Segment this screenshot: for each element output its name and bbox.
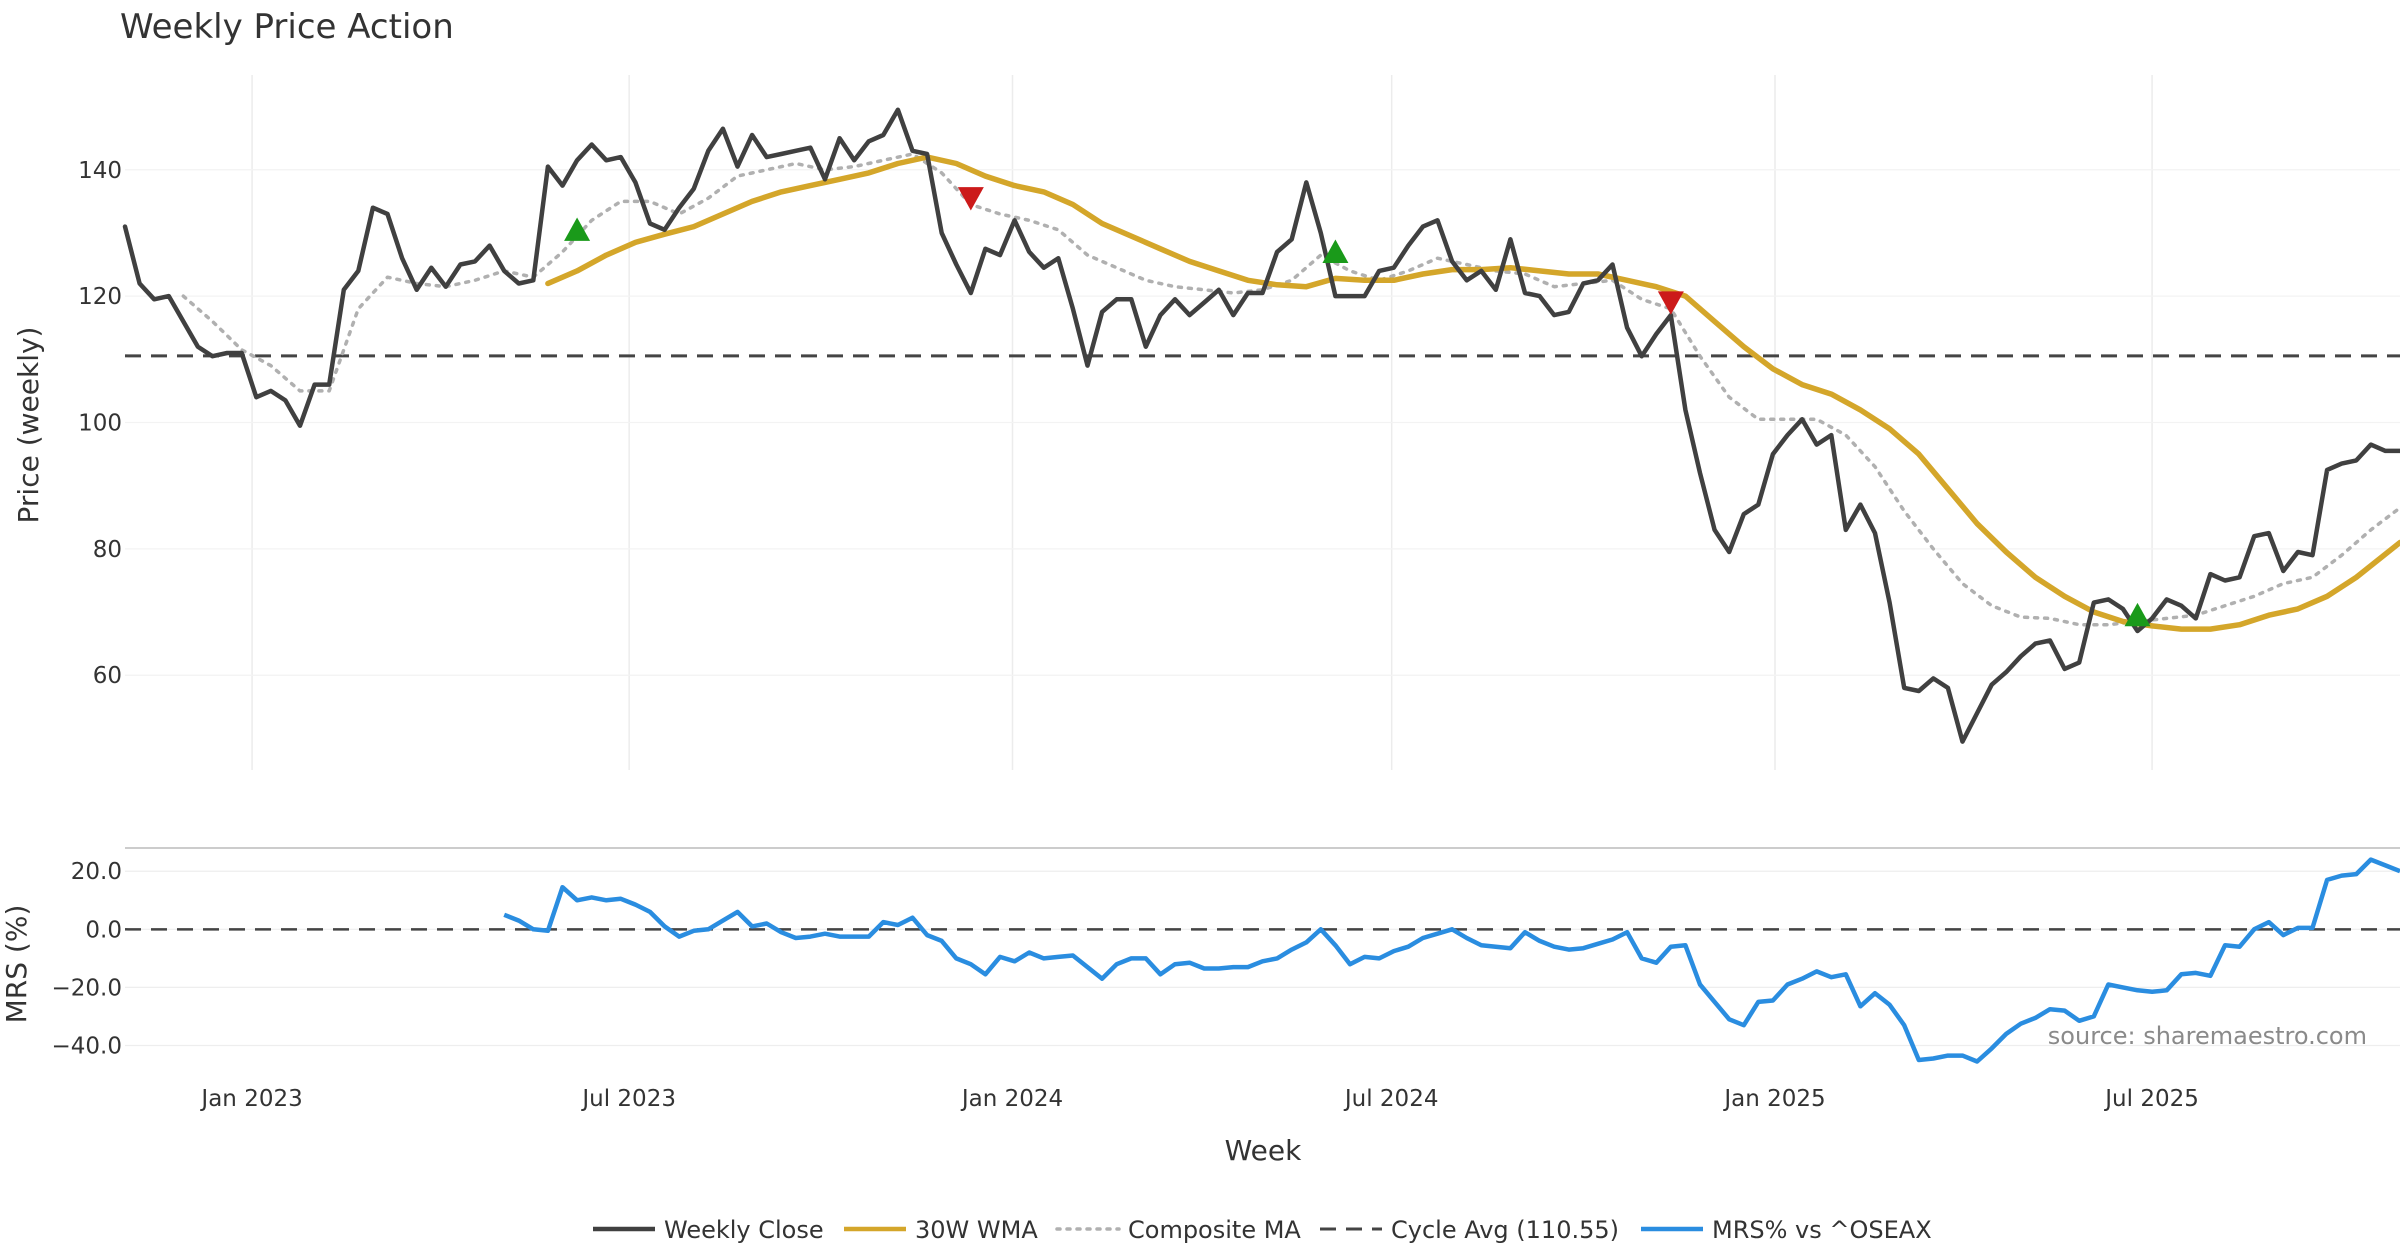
mrs-y-tick-label: 20.0	[71, 859, 122, 885]
source-attribution: source: sharemaestro.com	[2048, 1022, 2367, 1050]
price-y-tick-label: 80	[93, 537, 122, 563]
mrs-y-tick-label: 0.0	[85, 917, 122, 943]
mrs-y-tick-label: −40.0	[52, 1033, 122, 1059]
composite-ma-line	[181, 152, 2400, 627]
legend-item: Weekly Close	[593, 1216, 824, 1244]
reference-lines	[125, 354, 2400, 931]
price-y-tick-label: 120	[78, 284, 122, 310]
mrs-y-axis-label: MRS (%)	[0, 905, 33, 1024]
wma-30w-line	[545, 154, 2400, 632]
legend-label: MRS% vs ^OSEAX	[1712, 1216, 1932, 1244]
x-tick-label: Jul 2023	[580, 1086, 676, 1112]
legend-item: MRS% vs ^OSEAX	[1641, 1216, 1932, 1244]
gridlines	[125, 75, 2400, 1047]
legend-label: Weekly Close	[664, 1216, 824, 1244]
legend-label: Cycle Avg (110.55)	[1391, 1216, 1619, 1244]
signal-markers	[564, 187, 2151, 627]
sell-signal-marker	[957, 187, 984, 211]
chart-title: Weekly Price Action	[120, 7, 454, 47]
legend: Weekly Close 30W WMA Composite MA Cycle Avg…	[593, 1216, 1932, 1244]
price-y-axis-label: Price (weekly)	[12, 327, 45, 524]
legend-label: 30W WMA	[915, 1216, 1038, 1244]
price-y-tick-label: 60	[93, 663, 122, 689]
x-tick-label: Jul 2025	[2103, 1086, 2199, 1112]
buy-signal-marker	[564, 217, 591, 241]
x-axis-label: Week	[1225, 1134, 1302, 1167]
mrs-line	[503, 857, 2400, 1064]
mrs-y-tick-label: −20.0	[52, 975, 122, 1001]
x-tick-label: Jul 2024	[1343, 1086, 1439, 1112]
legend-label: Composite MA	[1128, 1216, 1301, 1244]
x-tick-label: Jan 2023	[199, 1086, 302, 1112]
tick-labels: Jan 2023 Jul 2023 Jan 2024 Jul 2024 Jan 2025…	[52, 158, 2199, 1112]
legend-item: Composite MA	[1055, 1216, 1301, 1244]
sell-signal-marker	[1657, 291, 1684, 315]
price-y-tick-label: 140	[78, 158, 122, 184]
legend-item: 30W WMA	[844, 1216, 1038, 1244]
x-tick-label: Jan 2024	[960, 1086, 1063, 1112]
series-lines	[122, 107, 2400, 1064]
legend-item: Cycle Avg (110.55)	[1320, 1216, 1619, 1244]
x-tick-label: Jan 2025	[1722, 1086, 1825, 1112]
weekly-close-line	[122, 107, 2400, 744]
price-y-tick-label: 100	[78, 411, 122, 437]
buy-signal-marker	[2124, 602, 2151, 627]
buy-signal-marker	[1322, 239, 1349, 263]
